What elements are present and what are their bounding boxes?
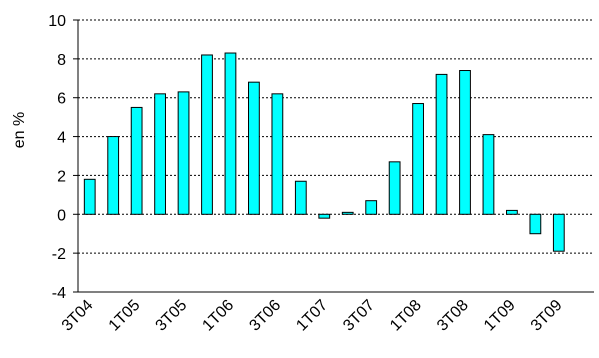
y-tick-label: 10: [48, 13, 66, 30]
bar-1T07: [318, 213, 331, 219]
bar-4T04: [107, 136, 120, 215]
y-axis-label: en %: [11, 112, 28, 148]
x-tick-label: 3T04: [59, 297, 97, 335]
bar-2T09: [529, 213, 542, 235]
x-tick-label: 3T05: [153, 297, 191, 335]
bar-1T05: [130, 106, 143, 215]
bar-3T06: [271, 93, 284, 215]
bar-4T08: [482, 134, 495, 215]
x-tick-label: 1T07: [293, 297, 331, 335]
bar-4T05: [201, 54, 213, 215]
x-tick-label: 3T09: [528, 297, 566, 335]
x-tick-label: 1T08: [387, 297, 425, 335]
x-tick-label: 3T07: [340, 297, 378, 335]
x-tick-label: 1T05: [106, 297, 144, 335]
bar-1T09: [506, 209, 518, 215]
y-tick-label: 4: [57, 130, 66, 147]
bar-2T05: [154, 93, 166, 215]
bar-2T07: [341, 211, 354, 215]
y-tick-label: 8: [57, 52, 66, 69]
y-tick-label: -2: [52, 246, 66, 263]
y-tick-label: 2: [57, 168, 66, 185]
x-tick-label: 3T08: [434, 297, 472, 335]
bar-1T06: [224, 52, 237, 215]
x-tick-labels: 3T04 1T05 3T05 1T06 3T06 1T07 3T07 1T08 3T08 1T09…: [59, 297, 566, 335]
bar-2T06: [248, 81, 260, 215]
y-tick-label: 6: [57, 91, 66, 108]
bar-4T07: [388, 161, 401, 215]
x-tick-label: 1T09: [481, 297, 519, 335]
y-tick-label: 0: [57, 207, 66, 224]
y-tick-label: -4: [52, 285, 66, 302]
y-tick-labels: -4 -2 0 2 4 6 8 10: [48, 13, 66, 302]
bar-3T07: [365, 200, 378, 215]
axes: [73, 19, 594, 293]
bar-2T08: [435, 73, 448, 215]
bars: [83, 52, 565, 252]
x-tick-label: 3T06: [246, 297, 284, 335]
bar-1T08: [412, 103, 424, 215]
x-tick-label: 1T06: [199, 297, 237, 335]
bar-4T06: [294, 180, 307, 215]
bar-3T08: [459, 70, 471, 215]
bar-3T04: [83, 178, 96, 215]
bar-3T05: [177, 91, 190, 215]
bar-3T09: [552, 213, 565, 252]
